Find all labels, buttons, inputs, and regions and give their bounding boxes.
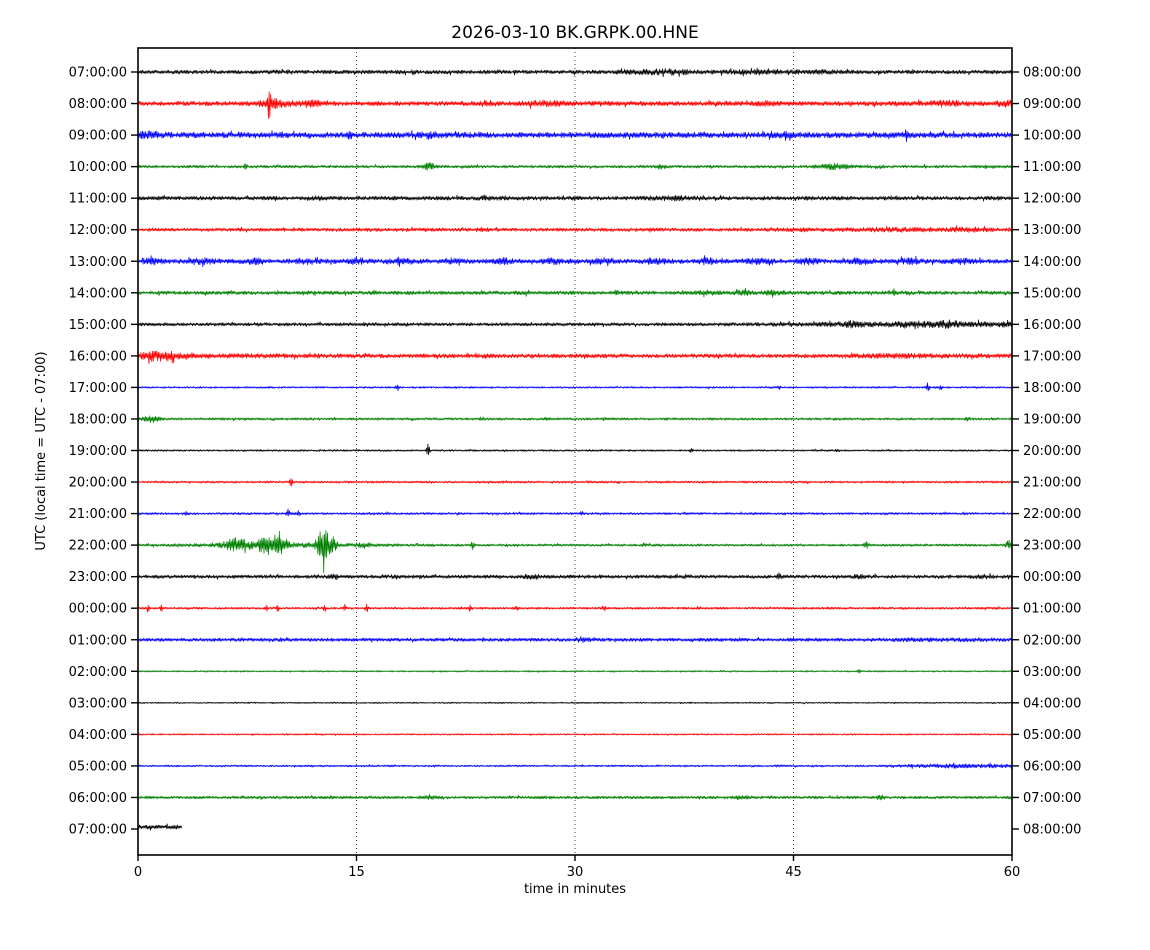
local-time-label: 01:00:00 [1023,602,1081,617]
trace-12:00 [137,225,1013,233]
local-time-label: 21:00:00 [1023,476,1081,491]
x-tick-label: 60 [1004,865,1021,880]
x-tick-label: 45 [785,865,802,880]
utc-time-label: 05:00:00 [69,759,127,774]
local-time-label: 23:00:00 [1023,539,1081,554]
local-time-label: 13:00:00 [1023,223,1081,238]
trace-17:00 [137,382,1013,392]
ticks-layer [131,71,1019,861]
local-time-label: 02:00:00 [1023,633,1081,648]
trace-18:00 [137,415,1013,424]
local-time-label: 06:00:00 [1023,759,1081,774]
trace-07:00 [137,67,1013,78]
local-time-label: 10:00:00 [1023,129,1081,144]
local-time-label: 00:00:00 [1023,570,1081,585]
local-time-label: 16:00:00 [1023,318,1081,333]
local-time-label: 14:00:00 [1023,255,1081,270]
utc-time-label: 03:00:00 [69,696,127,711]
utc-time-label: 07:00:00 [69,66,127,81]
local-time-label: 18:00:00 [1023,381,1081,396]
trace-05:00 [137,762,1013,769]
utc-time-label: 07:00:00 [69,823,127,838]
trace-22:00 [137,530,1013,574]
utc-time-label: 02:00:00 [69,665,127,680]
trace-21:00 [137,508,1013,517]
trace-16:00 [137,350,1013,365]
local-time-label: 22:00:00 [1023,507,1081,522]
trace-01:00 [137,636,1013,644]
plot-title: 2026-03-10 BK.GRPK.00.HNE [451,23,698,43]
tick-labels-layer: 0 15 30 45 60 07:00:00 08:00:00 08:00:00 09:00:0… [69,66,1082,881]
local-time-label: 12:00:00 [1023,192,1081,207]
x-axis-label: time in minutes [524,882,626,897]
utc-time-label: 01:00:00 [69,633,127,648]
utc-time-label: 17:00:00 [69,381,127,396]
trace-08:00 [137,91,1013,119]
utc-time-label: 12:00:00 [69,223,127,238]
utc-time-label: 22:00:00 [69,539,127,554]
trace-07:00 [137,823,183,831]
local-time-label: 04:00:00 [1023,696,1081,711]
trace-06:00 [137,793,1013,801]
trace-20:00 [137,478,1013,487]
utc-time-label: 04:00:00 [69,728,127,743]
trace-23:00 [137,572,1013,581]
gridlines-layer [356,48,794,855]
utc-time-label: 19:00:00 [69,444,127,459]
traces-layer [137,67,1013,831]
utc-time-label: 08:00:00 [69,97,127,112]
trace-02:00 [137,668,1013,674]
local-time-label: 03:00:00 [1023,665,1081,680]
local-time-label: 09:00:00 [1023,97,1081,112]
local-time-label: 05:00:00 [1023,728,1081,743]
utc-time-label: 06:00:00 [69,791,127,806]
utc-time-label: 20:00:00 [69,476,127,491]
trace-00:00 [137,603,1013,613]
local-time-label: 19:00:00 [1023,412,1081,427]
utc-time-label: 13:00:00 [69,255,127,270]
x-tick-label: 0 [134,865,142,880]
utc-time-label: 15:00:00 [69,318,127,333]
trace-19:00 [137,443,1013,456]
trace-14:00 [137,287,1013,298]
local-time-label: 08:00:00 [1023,823,1081,838]
utc-time-label: 23:00:00 [69,570,127,585]
trace-11:00 [137,194,1013,202]
utc-time-label: 21:00:00 [69,507,127,522]
trace-10:00 [137,162,1013,171]
trace-03:00 [137,701,1013,705]
utc-time-label: 00:00:00 [69,602,127,617]
local-time-label: 11:00:00 [1023,160,1081,175]
plot-border [137,47,1013,856]
x-tick-label: 30 [567,865,584,880]
utc-time-label: 18:00:00 [69,412,127,427]
local-time-label: 07:00:00 [1023,791,1081,806]
local-time-label: 20:00:00 [1023,444,1081,459]
local-time-label: 17:00:00 [1023,349,1081,364]
x-tick-label: 15 [348,865,365,880]
trace-04:00 [137,732,1013,736]
utc-time-label: 16:00:00 [69,349,127,364]
y-axis-label: UTC (local time = UTC - 07:00) [34,351,49,550]
local-time-label: 15:00:00 [1023,286,1081,301]
trace-13:00 [137,255,1013,268]
utc-time-label: 11:00:00 [69,192,127,207]
utc-time-label: 09:00:00 [69,129,127,144]
utc-time-label: 14:00:00 [69,286,127,301]
utc-time-label: 10:00:00 [69,160,127,175]
trace-15:00 [137,319,1013,330]
local-time-label: 08:00:00 [1023,66,1081,81]
trace-09:00 [137,129,1013,143]
